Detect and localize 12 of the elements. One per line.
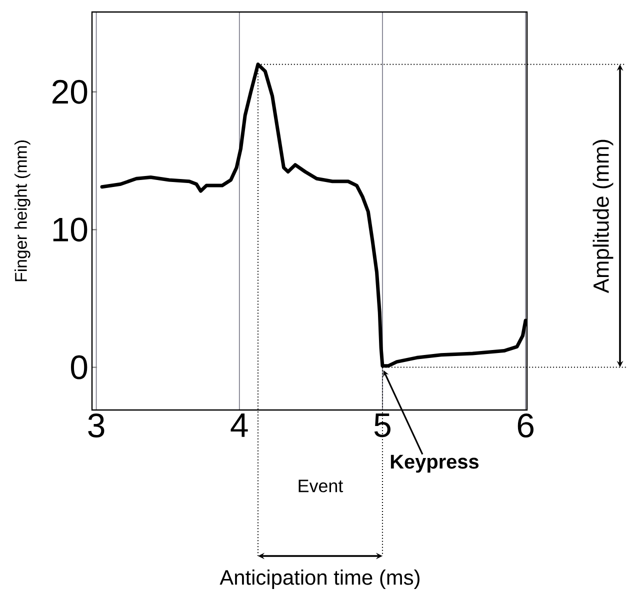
- y-tick-label: 20: [52, 80, 88, 104]
- y-tick-label: 0: [70, 355, 88, 380]
- x-tick-label: 6: [518, 414, 534, 438]
- text: Event: [298, 480, 344, 492]
- annotation: Keypress: [390, 454, 479, 473]
- x-tick-label: 3: [88, 414, 104, 438]
- x-tick-label: 4: [230, 414, 248, 437]
- y-tick-label: 10: [53, 218, 88, 242]
- text: Amplitude (mm): [592, 140, 614, 294]
- text: Anticipation time (ms): [220, 570, 420, 590]
- y-axis-title: Finger height (mm): [14, 140, 30, 282]
- x-tick-label: 5: [374, 414, 390, 438]
